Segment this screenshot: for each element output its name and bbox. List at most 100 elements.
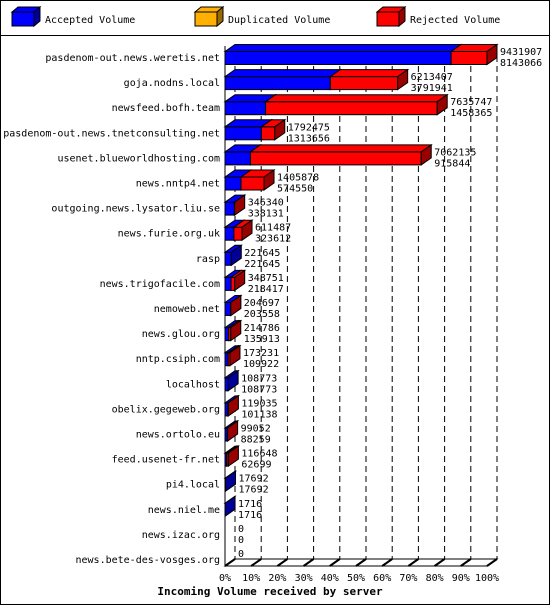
tick-mark: [250, 558, 262, 567]
y-tick-label: news.glou.org: [142, 329, 220, 340]
y-tick-label: obelix.gegeweb.org: [112, 404, 220, 415]
value-label: 346340: [248, 198, 284, 209]
bar-side: [227, 369, 239, 392]
x-tick-label: 60%: [373, 573, 391, 584]
bar-side: [224, 495, 236, 518]
value-label: 214786: [244, 323, 280, 334]
value-label: 6213407: [411, 72, 453, 83]
bar: [265, 101, 438, 116]
x-tick-label: 30%: [295, 573, 313, 584]
y-tick-label: outgoing.news.lysator.liu.se: [51, 204, 220, 215]
tick-mark: [460, 558, 472, 567]
legend-swatch: [11, 11, 35, 27]
bar-top: [328, 69, 410, 78]
x-tick-label: 20%: [268, 573, 286, 584]
value-label: 173231: [243, 348, 279, 359]
legend-swatch: [194, 11, 218, 27]
bar-side: [230, 319, 242, 342]
value-label: 99052: [241, 424, 271, 435]
bar: [329, 76, 399, 91]
tick-mark: [224, 558, 236, 567]
y-tick-label: nntp.csiph.com: [136, 354, 220, 365]
bar-side: [229, 344, 241, 367]
value-label: 1716: [238, 499, 262, 510]
x-tick-label: 40%: [321, 573, 339, 584]
value-label: 88259: [241, 435, 271, 446]
value-label: 135913: [244, 334, 280, 345]
x-tick-label: 70%: [399, 573, 417, 584]
bar-top: [223, 69, 342, 78]
bar-side: [263, 169, 275, 191]
value-label: 1405878: [277, 173, 319, 184]
bar-side: [227, 445, 239, 468]
x-tick-label: 80%: [426, 573, 444, 584]
bar: [260, 126, 276, 141]
legend-swatch-side: [33, 5, 41, 28]
value-label: 323612: [255, 234, 291, 245]
y-tick-label: nemoweb.net: [154, 304, 220, 315]
bar-side: [486, 43, 498, 66]
bar: [224, 126, 262, 141]
x-tick-label: 100%: [475, 573, 499, 584]
bar-side: [436, 93, 448, 116]
value-label: 1458365: [450, 108, 492, 119]
bar: [224, 251, 232, 266]
y-tick-label: feed.usenet-fr.net: [112, 455, 220, 466]
y-tick-label: pi4.local: [166, 480, 220, 491]
bar: [230, 276, 236, 291]
tick-mark: [303, 558, 315, 567]
value-label: 62699: [241, 460, 271, 471]
value-label: 8143066: [500, 58, 542, 69]
bar: [450, 51, 488, 65]
value-label: 116648: [241, 449, 277, 460]
y-tick-label: goja.nodns.local: [124, 78, 220, 89]
y-tick-label: usenet.blueworldhosting.com: [57, 153, 220, 164]
bar-side: [234, 269, 246, 292]
y-tick-label: news.izac.org: [142, 530, 220, 541]
value-label: 574550: [277, 184, 313, 195]
x-axis-title: Incoming Volume received by server: [157, 585, 383, 598]
bar-side: [227, 420, 239, 442]
bar-top: [248, 144, 433, 153]
x-tick-label: 10%: [242, 573, 260, 584]
bar-top: [264, 94, 449, 103]
value-label: 203558: [244, 309, 280, 320]
bar-side: [230, 294, 242, 317]
bar: [233, 226, 243, 241]
bar-side: [241, 219, 253, 242]
value-label: 221645: [244, 259, 280, 270]
bar: [240, 176, 265, 191]
legend-label: Accepted Volume: [45, 15, 135, 26]
bar-top: [223, 44, 463, 52]
x-tick-label: 50%: [347, 573, 365, 584]
y-tick-label: localhost: [166, 379, 220, 390]
bar-side: [397, 68, 409, 91]
x-tick-label: 90%: [452, 573, 470, 584]
legend-label: Duplicated Volume: [228, 15, 330, 26]
value-label: 348751: [248, 273, 284, 284]
value-label: 7062135: [434, 147, 476, 158]
value-label: 17692: [239, 474, 269, 485]
bar: [224, 226, 235, 241]
bar: [224, 276, 232, 291]
tick-mark: [381, 558, 393, 567]
y-tick-label: news.niel.me: [148, 505, 220, 516]
bar: [224, 76, 331, 91]
value-label: 0: [238, 535, 244, 546]
value-label: 9431907: [500, 47, 542, 58]
value-label: 7635747: [450, 97, 492, 108]
tick-mark: [276, 558, 288, 567]
x-tick-label: 0%: [219, 573, 231, 584]
value-label: 1792475: [288, 122, 330, 133]
y-tick-label: news.bete-des-vosges.org: [76, 555, 221, 566]
bar-side: [420, 143, 432, 166]
legend-swatch: [376, 11, 400, 27]
bar-side: [225, 470, 237, 493]
value-label: 915844: [434, 158, 470, 169]
value-label: 3791941: [411, 83, 453, 94]
y-tick-label: rasp: [196, 254, 220, 265]
y-tick-label: news.furie.org.uk: [118, 229, 220, 240]
tick-mark: [355, 558, 367, 567]
legend-swatch-side: [398, 5, 406, 28]
tick-mark: [407, 558, 419, 567]
